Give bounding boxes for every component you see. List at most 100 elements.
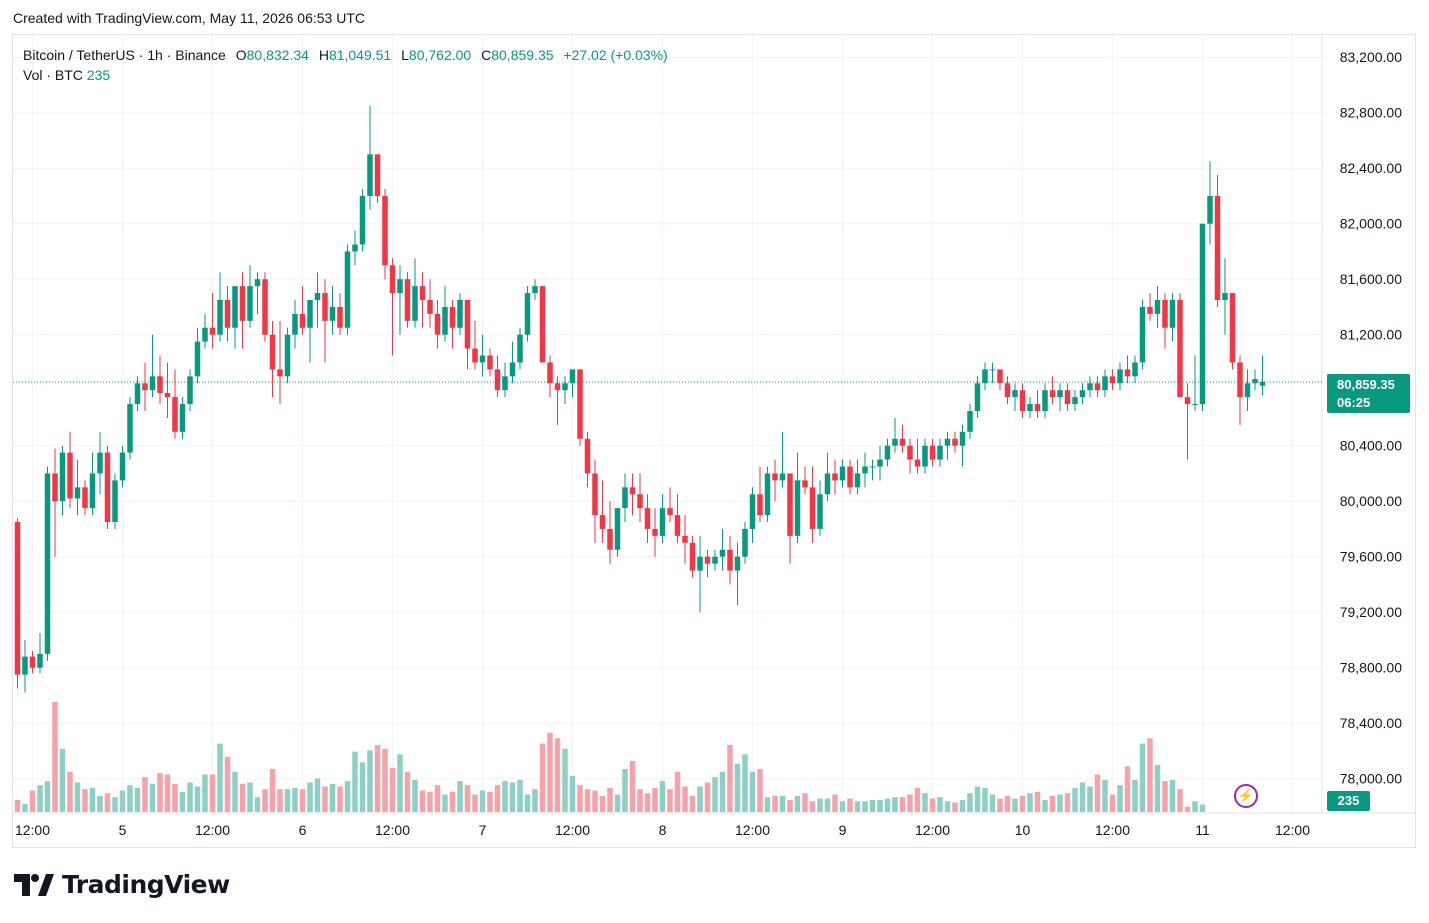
- volume-bar: [502, 781, 508, 812]
- candle-body: [1252, 379, 1258, 384]
- candle-body: [847, 466, 853, 488]
- volume-bar: [569, 775, 576, 812]
- volume-bar: [307, 782, 313, 812]
- volume-bar: [1132, 779, 1138, 812]
- volume-bars: [14, 702, 1206, 812]
- volume-bar: [232, 771, 238, 812]
- candle-body: [1019, 390, 1026, 412]
- volume-bar: [577, 785, 583, 812]
- countdown-value: 06:25: [1337, 395, 1371, 410]
- x-tick-label: 6: [299, 822, 307, 838]
- volume-bar: [862, 801, 868, 812]
- candle-body: [509, 362, 516, 377]
- candle-body: [472, 348, 478, 363]
- candle-body: [1207, 195, 1213, 224]
- candle-body: [697, 556, 703, 571]
- volume-bar: [914, 787, 921, 812]
- candle-body: [442, 306, 448, 335]
- candle-body: [817, 494, 823, 529]
- volume-bar: [974, 786, 981, 812]
- volume-bar: [337, 786, 343, 812]
- volume-bar: [277, 789, 283, 812]
- candle-body: [614, 508, 621, 550]
- candle-body: [952, 438, 958, 446]
- change-value: +27.02 (+0.03%): [563, 47, 668, 63]
- candle-body: [22, 656, 28, 675]
- candle-body: [29, 656, 36, 668]
- symbol-name[interactable]: Bitcoin / TetherUS · 1h · Binance: [23, 47, 226, 63]
- volume-bar: [344, 781, 351, 812]
- candle-body: [1072, 397, 1078, 405]
- candle-body: [1162, 300, 1168, 328]
- volume-bar: [254, 797, 261, 812]
- candle-body: [1012, 390, 1018, 398]
- chart-frame[interactable]: [12, 34, 1416, 848]
- candle-body: [262, 279, 268, 335]
- candle-body: [187, 376, 193, 405]
- candle-body: [1087, 383, 1093, 391]
- volume-bar: [487, 791, 493, 812]
- candle-body: [577, 369, 583, 439]
- candle-body: [449, 306, 456, 328]
- volume-bar: [704, 782, 711, 812]
- close-label: C: [481, 47, 492, 63]
- volume-bar: [824, 798, 831, 812]
- y-tick-label: 80,400.00: [1340, 438, 1402, 454]
- tradingview-logo[interactable]: TradingView: [14, 870, 230, 899]
- candles: [14, 105, 1266, 693]
- volume-bar: [809, 801, 816, 812]
- candle-body: [112, 480, 118, 523]
- volume-bar: [284, 789, 291, 812]
- volume-bar: [74, 782, 81, 812]
- candle-body: [149, 376, 156, 391]
- volume-bar: [472, 794, 478, 812]
- candle-body: [637, 494, 643, 509]
- candle-body: [892, 438, 898, 446]
- candle-body: [592, 473, 598, 516]
- volume-bar: [142, 777, 148, 812]
- candle-body: [52, 473, 58, 502]
- candle-body: [337, 306, 343, 328]
- volume-bar: [1019, 795, 1026, 812]
- candle-body: [322, 293, 328, 321]
- candle-body: [434, 313, 441, 335]
- lightning-bolt-icon[interactable]: ⚡: [1234, 784, 1258, 808]
- volume-bar: [292, 787, 298, 812]
- volume-bar: [389, 767, 396, 812]
- candle-body: [884, 445, 891, 460]
- candle-body: [217, 300, 223, 335]
- volume-bar: [944, 801, 951, 812]
- volume-bar: [1064, 793, 1071, 812]
- volume-bar: [524, 794, 531, 812]
- candle-body: [1034, 404, 1041, 412]
- volume-bar: [1087, 786, 1093, 812]
- volume-bar: [1004, 795, 1011, 812]
- volume-bar: [269, 769, 276, 812]
- y-tick-label: 79,600.00: [1340, 549, 1402, 565]
- volume-bar: [554, 738, 561, 812]
- x-axis-labels: 12:00 5 12:00 6 12:00 7 12:00 8 12:00 9 12:00 10 12:…: [15, 822, 1310, 838]
- volume-bar: [59, 748, 66, 812]
- candle-body: [967, 411, 973, 432]
- volume-bar: [52, 702, 58, 812]
- candle-body: [82, 487, 88, 509]
- candle-body: [1027, 404, 1033, 412]
- volume-bar: [367, 750, 373, 812]
- candle-body: [382, 195, 388, 266]
- volume-bar: [37, 785, 43, 812]
- candle-body: [1109, 376, 1116, 384]
- candle-body: [1259, 381, 1266, 386]
- volume-bar: [1147, 738, 1153, 812]
- candle-body: [172, 397, 178, 432]
- volume-bar: [314, 778, 321, 812]
- candle-body: [832, 473, 838, 481]
- candle-body: [142, 383, 148, 391]
- volume-legend[interactable]: Vol · BTC 235: [23, 65, 110, 85]
- volume-bar: [1154, 765, 1161, 812]
- candle-body: [1214, 195, 1221, 301]
- x-tick-label: 12:00: [915, 822, 950, 838]
- volume-bar: [952, 802, 958, 812]
- candle-body: [629, 487, 636, 495]
- ohlc-legend[interactable]: Bitcoin / TetherUS · 1h · Binance O80,83…: [23, 45, 668, 65]
